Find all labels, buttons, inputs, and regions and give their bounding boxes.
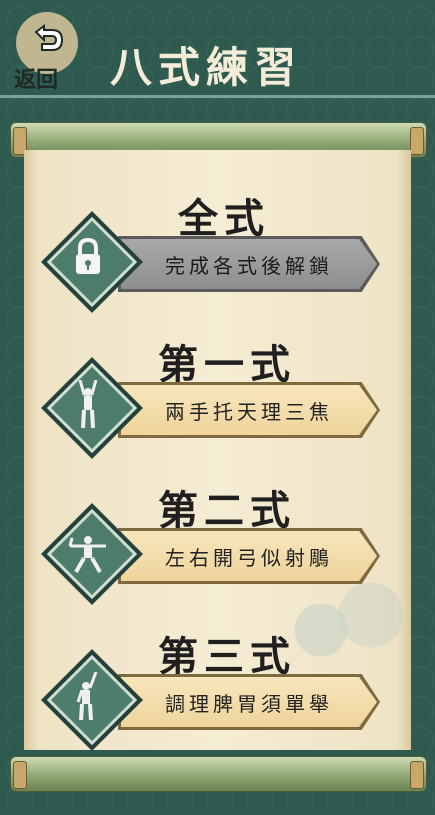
header-bar: 返回 八式練習	[0, 0, 435, 98]
form-plaque: 調理脾胃須單舉	[118, 674, 380, 730]
figure-arms-up-icon	[78, 380, 98, 429]
item-label: 完成各式後解鎖	[121, 239, 377, 289]
item-heading-3: 第三式	[158, 633, 296, 680]
form-plaque: 左右開弓似射鵰	[118, 528, 380, 584]
list-item-full-set[interactable]: 完成各式後解鎖	[41, 211, 390, 313]
list-item-form-1[interactable]: 兩手托天理三焦	[41, 357, 390, 459]
form-plaque: 兩手托天理三焦	[118, 382, 380, 438]
scroll-bottom-rod	[10, 756, 427, 792]
lock-icon	[76, 237, 100, 274]
cloud-decoration	[281, 570, 431, 690]
header-divider	[0, 95, 435, 98]
figure-bow-stance-icon	[68, 536, 106, 573]
back-arrow-icon	[34, 24, 64, 51]
item-heading-2: 第二式	[158, 487, 296, 534]
back-label: 返回	[14, 67, 59, 93]
back-button[interactable]: 返回	[10, 8, 80, 93]
locked-plaque: 完成各式後解鎖	[118, 236, 380, 292]
item-label: 調理脾胃須單舉	[121, 677, 377, 727]
figure-one-arm-up-icon	[76, 672, 98, 721]
page-title: 八式練習	[110, 43, 303, 92]
list-item-form-3[interactable]: 調理脾胃須單舉	[41, 649, 390, 751]
item-heading-full: 全式	[178, 195, 270, 242]
item-label: 左右開弓似射鵰	[121, 531, 377, 581]
list-item-form-2[interactable]: 左右開弓似射鵰	[41, 503, 390, 605]
item-label: 兩手托天理三焦	[121, 385, 377, 435]
item-heading-1: 第一式	[158, 341, 296, 388]
